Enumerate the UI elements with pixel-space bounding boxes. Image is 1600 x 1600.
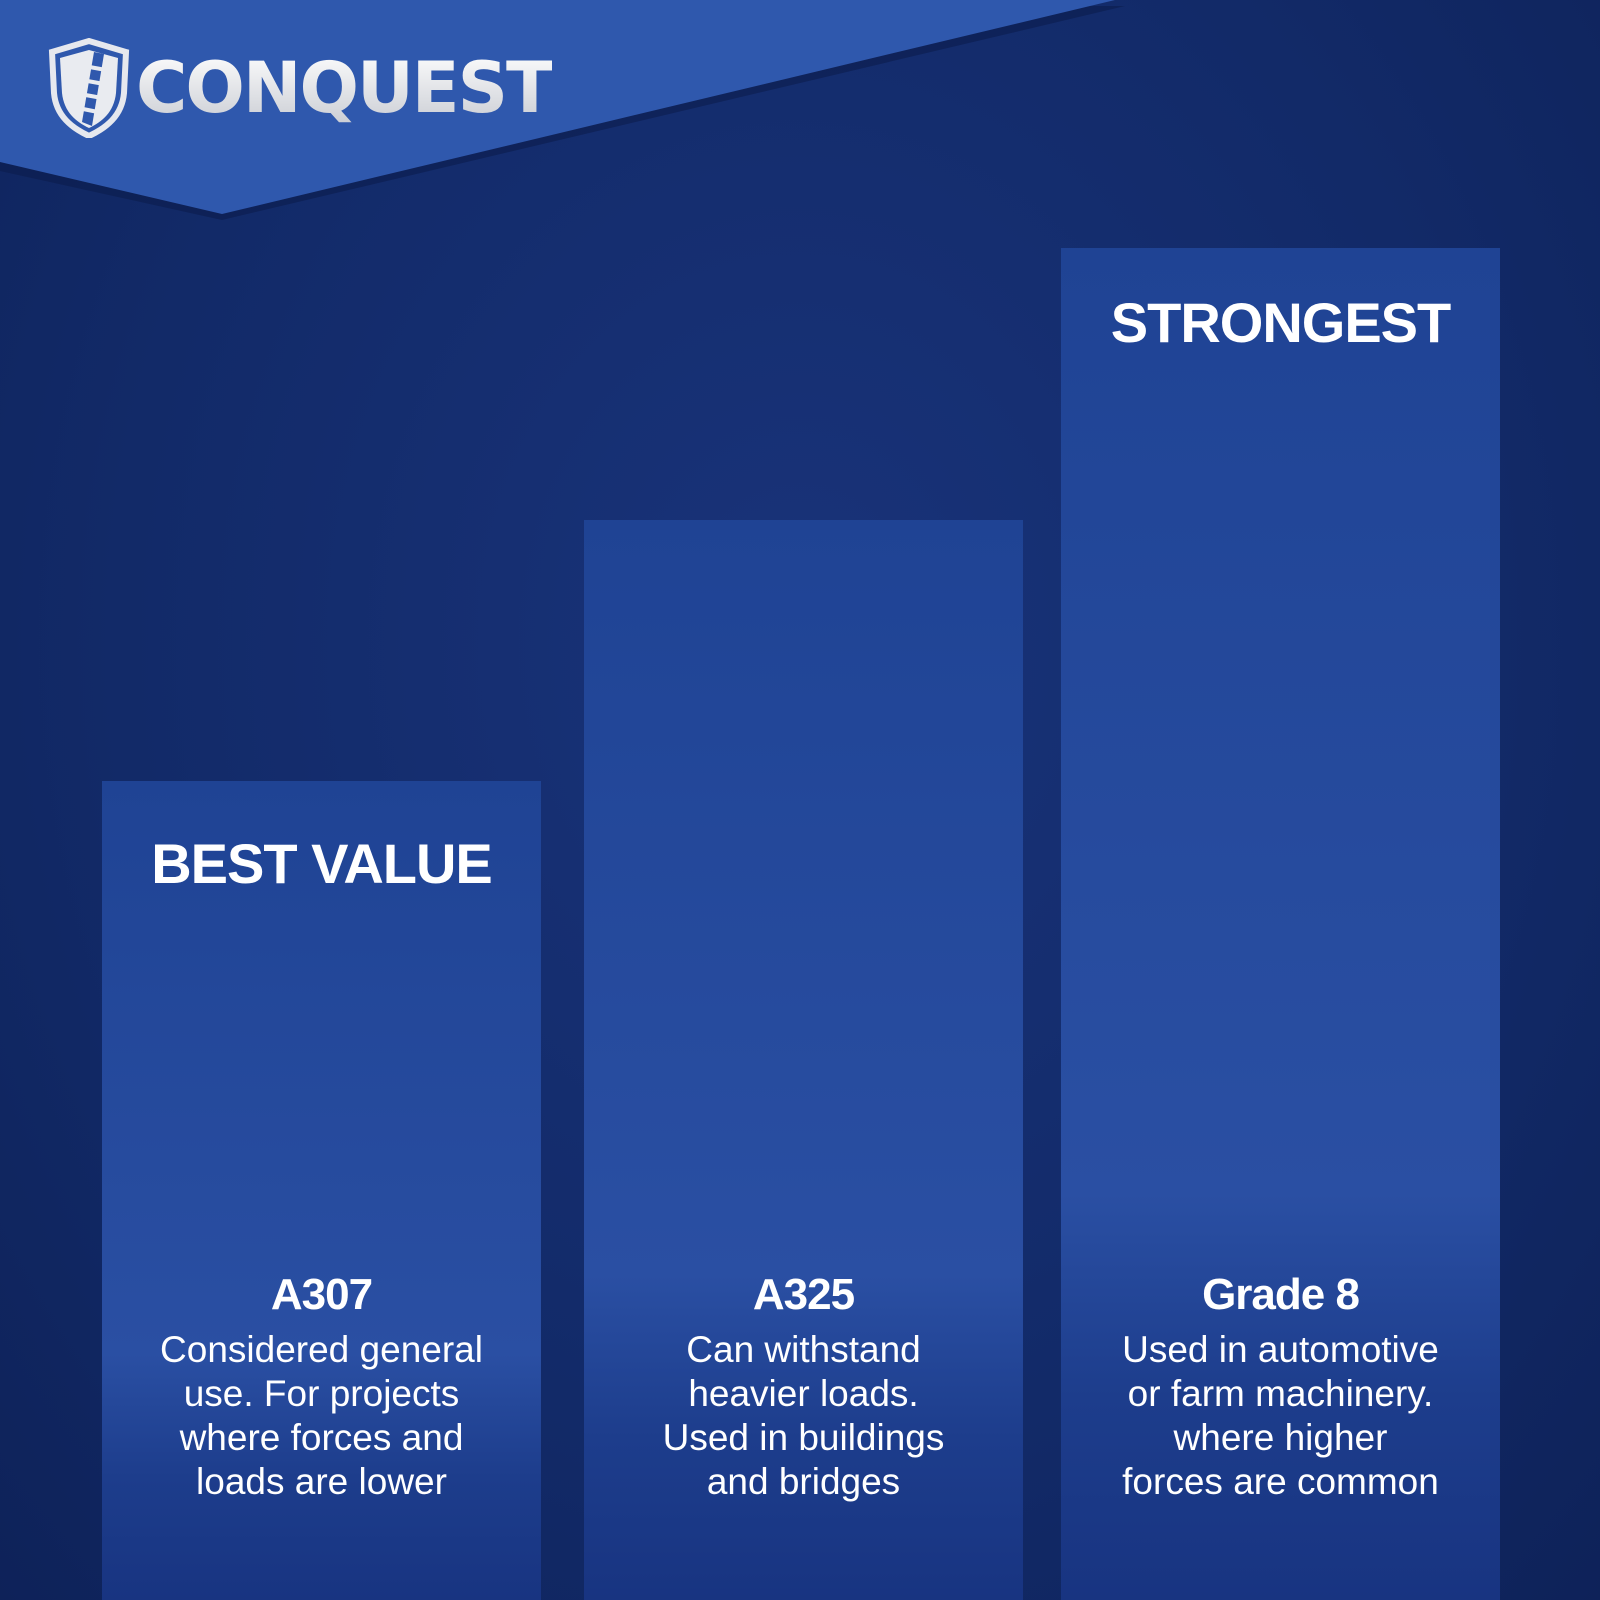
bar-info-grade8: Grade 8 Used in automotive or farm machi… xyxy=(1061,1270,1500,1504)
bar-badge: BEST VALUE xyxy=(151,832,493,895)
bar-title: Grade 8 xyxy=(1202,1270,1360,1319)
bar-description: Considered general use. For projects whe… xyxy=(160,1329,483,1502)
bar-badge: STRONGEST xyxy=(1110,291,1451,354)
brand-name: CONQUEST xyxy=(136,47,554,129)
bar-description: Can withstand heavier loads. Used in bui… xyxy=(662,1329,945,1502)
shield-bolt-icon xyxy=(48,38,130,138)
bar-a307: BEST VALUE xyxy=(102,781,541,1600)
bar-info-a325: A325 Can withstand heavier loads. Used i… xyxy=(584,1270,1023,1504)
brand-logo: CONQUEST xyxy=(48,38,554,138)
header-banner xyxy=(0,0,1125,220)
bar-info-a307: A307 Considered general use. For project… xyxy=(102,1270,541,1504)
bar-a325 xyxy=(584,520,1023,1600)
bar-description: Used in automotive or farm machinery. wh… xyxy=(1122,1329,1439,1502)
bar-title: A325 xyxy=(752,1270,855,1319)
bar-title: A307 xyxy=(270,1270,373,1319)
bar-grade8: STRONGEST xyxy=(1061,248,1500,1600)
